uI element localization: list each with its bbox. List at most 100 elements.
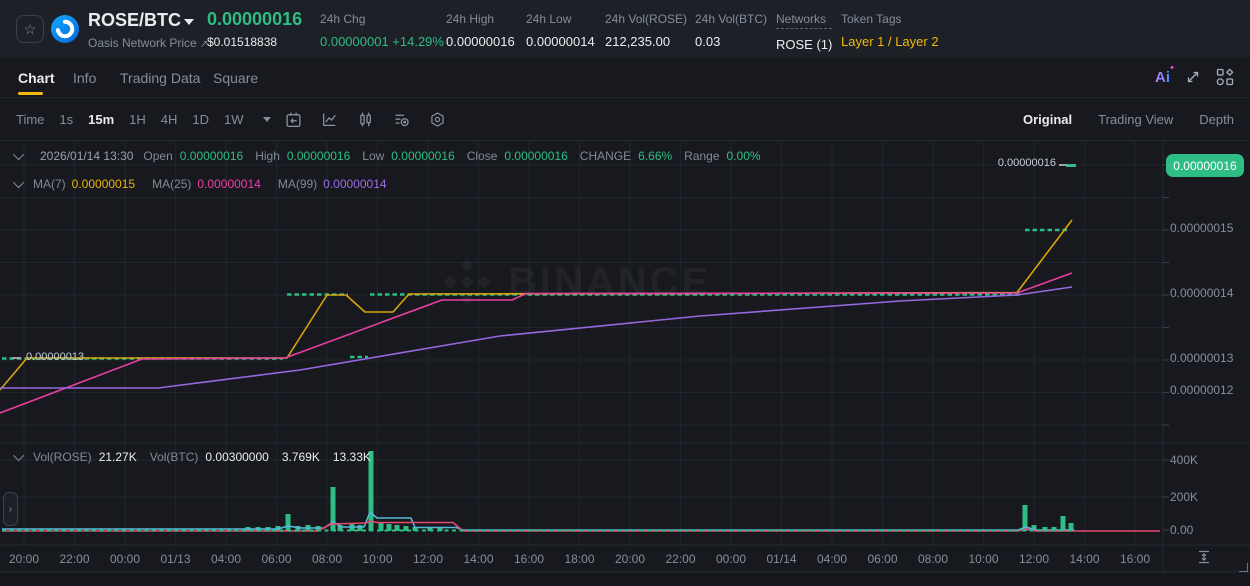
stat-networks[interactable]: Networks ROSE (1): [776, 12, 833, 52]
time-label: 14:00: [463, 552, 494, 566]
compare-candles-icon[interactable]: [357, 111, 374, 128]
layout-shapes-icon[interactable]: [1216, 68, 1234, 86]
vol-ma-pink: [2, 520, 1160, 532]
interval-1d[interactable]: 1D: [192, 111, 210, 127]
stat-24h-high: 24h High 0.00000016: [446, 12, 515, 49]
indicators-icon[interactable]: [393, 111, 410, 128]
time-label: 20:00: [8, 552, 40, 566]
high-value: 0.00000016: [286, 149, 351, 163]
time-label: 00:00: [715, 552, 747, 566]
stat-24h-vol-quote: 24h Vol(BTC) 0.03: [695, 12, 768, 49]
view-depth[interactable]: Depth: [1199, 111, 1234, 127]
time-label: 16:00: [1119, 552, 1151, 566]
interval-1s[interactable]: 1s: [59, 111, 74, 127]
stat-24h-low: 24h Low 0.00000014: [526, 12, 595, 49]
open-price-inline-label: 0.00000013: [26, 351, 85, 363]
time-label: 01/14: [766, 552, 797, 566]
interval-dropdown-icon[interactable]: [262, 116, 271, 122]
tab-chart[interactable]: Chart: [18, 70, 55, 86]
axis-tick-label: 0.00000015: [1170, 221, 1234, 235]
time-label: 04:00: [210, 552, 242, 566]
time-label: 08:00: [917, 552, 949, 566]
watermark-text: BINANCE: [508, 259, 712, 304]
time-label: 12:00: [412, 552, 444, 566]
chart-toolbar: Time 1s 15m 1H 4H 1D 1W: [0, 97, 1250, 141]
oasis-network-logo-icon: [51, 15, 79, 43]
close-value: 0.00000016: [504, 149, 568, 163]
tab-square[interactable]: Square: [213, 70, 259, 86]
range-value: 0.00%: [726, 149, 761, 163]
resize-corner-icon[interactable]: [1239, 563, 1248, 572]
favorite-button[interactable]: ☆: [16, 15, 44, 43]
vol-ma-pink-value: 13.33K: [332, 450, 371, 464]
axis-tick-label: 0.00000012: [1170, 383, 1234, 397]
tab-trading-data[interactable]: Trading Data: [120, 70, 201, 86]
stat-token-tags[interactable]: Token Tags Layer 1 / Layer 2: [841, 12, 939, 49]
time-label: 06:00: [867, 552, 898, 566]
change-value: 6.66%: [638, 149, 673, 163]
tab-info[interactable]: Info: [73, 70, 97, 86]
last-price-btc: 0.00000016: [207, 9, 303, 29]
collapse-chevron-icon[interactable]: [12, 148, 25, 161]
open-value: 0.00000016: [179, 149, 244, 163]
pair-header: ☆ ROSE/BTC Oasis Network Price ↗ 0.000000…: [0, 0, 1250, 58]
axis-tick-label: 400K: [1170, 453, 1199, 467]
last-price-usd: $0.01518838: [207, 35, 278, 49]
interval-1h[interactable]: 1H: [129, 111, 146, 127]
time-label: 12:00: [1018, 552, 1050, 566]
time-label: 00:00: [109, 552, 141, 566]
fullscreen-expand-icon[interactable]: [1185, 69, 1201, 85]
settings-hexagon-icon[interactable]: [429, 111, 446, 128]
ma-legend: MA(7) 0.00000015 MA(25) 0.00000014 MA(99) 0…: [12, 176, 404, 191]
star-icon: ☆: [23, 20, 37, 37]
time-label: 22:00: [59, 552, 90, 566]
last-price-inline-label: 0.00000016: [997, 157, 1056, 169]
interval-4h[interactable]: 4H: [160, 111, 178, 127]
time-label: 08:00: [311, 552, 343, 566]
chart-style-icon[interactable]: [321, 111, 338, 128]
vol-base-value: 21.27K: [98, 450, 137, 464]
time-label: 14:00: [1069, 552, 1100, 566]
axis-tick-label: 0.00: [1170, 523, 1194, 537]
calendar-icon[interactable]: [285, 111, 302, 128]
time-label: 18:00: [564, 552, 595, 566]
time-label: 06:00: [261, 552, 292, 566]
sparkle-icon: ✦: [1169, 64, 1175, 72]
bottom-strip: [0, 573, 1250, 586]
external-link-icon: ↗: [199, 39, 209, 50]
pair-symbol[interactable]: ROSE/BTC: [88, 10, 182, 30]
stat-24h-change: 24h Chg 0.00000001 +14.29%: [320, 12, 444, 49]
axis-scale-icon[interactable]: [1196, 549, 1212, 570]
axis-tick-label: 0.00000013: [1170, 351, 1234, 365]
time-label: 01/13: [160, 552, 191, 566]
view-trading-view[interactable]: Trading View: [1098, 111, 1174, 127]
ma99-value: 0.00000014: [323, 177, 387, 191]
ma25-value: 0.00000014: [197, 177, 261, 191]
time-label: 20:00: [614, 552, 646, 566]
time-label: 10:00: [362, 552, 393, 566]
open-price-marker-dash: [12, 357, 21, 359]
pair-subtitle: Oasis Network Price: [88, 36, 197, 50]
active-tab-indicator: [18, 92, 43, 95]
stat-24h-vol-base: 24h Vol(ROSE) 212,235.00: [605, 12, 688, 49]
collapse-chevron-icon[interactable]: [12, 176, 25, 189]
panel-expander-button[interactable]: ›: [3, 492, 18, 526]
interval-1w[interactable]: 1W: [224, 111, 244, 127]
ohlc-legend: 2026/01/14 13:30 Open 0.00000016 High 0.00…: [12, 148, 766, 163]
vol-ma-blue: [2, 511, 1074, 531]
candle-datetime: 2026/01/14 13:30: [40, 149, 134, 163]
time-label: Time: [16, 111, 45, 127]
time-label: 22:00: [665, 552, 696, 566]
interval-15m[interactable]: 15m: [88, 111, 115, 127]
ai-assistant-button[interactable]: Ai ✦: [1155, 64, 1175, 86]
time-label: 16:00: [513, 552, 545, 566]
time-label: 04:00: [816, 552, 848, 566]
view-original[interactable]: Original: [1023, 111, 1073, 127]
volume-legend: Vol(ROSE) 21.27K Vol(BTC) 0.00300000 3.7…: [12, 449, 384, 464]
collapse-chevron-icon[interactable]: [12, 449, 25, 462]
chevron-down-icon[interactable]: [184, 19, 194, 25]
pair-subtitle-link[interactable]: Oasis Network Price ↗: [88, 36, 208, 50]
vol-quote-value: 0.00300000: [205, 450, 269, 464]
binance-diamond-logo-icon: [443, 258, 491, 306]
